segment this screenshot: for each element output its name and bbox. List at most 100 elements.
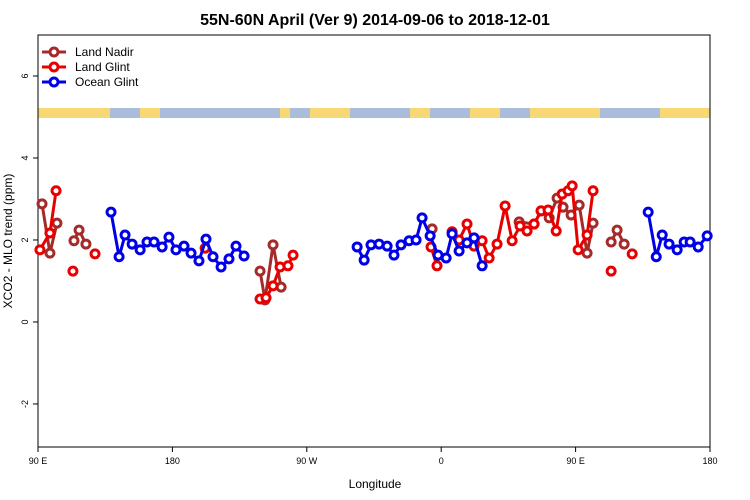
data-point	[36, 198, 48, 210]
data-point	[618, 238, 630, 250]
data-point	[587, 185, 599, 197]
data-point	[73, 224, 85, 236]
data-point	[254, 265, 266, 277]
data-point	[581, 247, 593, 259]
x-tick-label: 0	[439, 456, 444, 466]
data-point	[483, 252, 495, 264]
data-point	[50, 185, 62, 197]
data-point	[105, 206, 117, 218]
data-point	[671, 244, 683, 256]
data-point	[287, 249, 299, 261]
data-point	[381, 240, 393, 252]
data-point	[692, 241, 704, 253]
y-tick-label: -2	[20, 400, 30, 408]
data-point	[684, 236, 696, 248]
x-tick-label: 180	[702, 456, 717, 466]
x-tick-label: 90 W	[296, 456, 318, 466]
data-point	[185, 247, 197, 259]
legend-label: Ocean Glint	[75, 75, 139, 89]
data-point	[223, 253, 235, 265]
data-point	[605, 236, 617, 248]
data-point	[113, 251, 125, 263]
legend-label: Land Nadir	[75, 45, 134, 59]
data-point	[528, 218, 540, 230]
data-point	[260, 292, 272, 304]
data-point	[453, 245, 465, 257]
data-point	[476, 260, 488, 272]
data-point	[178, 240, 190, 252]
data-point	[642, 206, 654, 218]
map-strip	[38, 108, 710, 118]
y-tick-label: 2	[20, 237, 30, 242]
data-point	[605, 265, 617, 277]
data-point	[410, 234, 422, 246]
data-point	[230, 240, 242, 252]
legend-marker	[48, 76, 60, 88]
data-point	[238, 250, 250, 262]
y-axis-label: XCO2 - MLO trend (ppm)	[1, 174, 15, 309]
data-point	[542, 204, 554, 216]
data-point	[650, 251, 662, 263]
data-point	[51, 217, 63, 229]
data-point	[663, 238, 675, 250]
data-point	[267, 239, 279, 251]
data-point	[67, 265, 79, 277]
data-point	[550, 225, 562, 237]
data-point	[701, 230, 713, 242]
data-point	[215, 261, 227, 273]
data-point	[193, 255, 205, 267]
x-tick-label: 180	[165, 456, 180, 466]
data-point	[431, 260, 443, 272]
data-point	[267, 280, 279, 292]
chart-title: 55N-60N April (Ver 9) 2014-09-06 to 2018…	[200, 12, 550, 29]
data-point	[80, 238, 92, 250]
data-point	[499, 200, 511, 212]
data-point	[388, 249, 400, 261]
x-tick-label: 90 E	[566, 456, 585, 466]
y-tick-label: 0	[20, 319, 30, 324]
data-point	[424, 230, 436, 242]
data-point	[416, 212, 428, 224]
data-point	[34, 244, 46, 256]
data-point	[587, 217, 599, 229]
data-point	[44, 247, 56, 259]
data-point	[581, 229, 593, 241]
data-point	[440, 252, 452, 264]
data-point	[89, 248, 101, 260]
data-point	[514, 220, 526, 232]
data-point	[506, 235, 518, 247]
data-point	[461, 218, 473, 230]
y-tick-label: 6	[20, 73, 30, 78]
data-point	[163, 231, 175, 243]
y-tick-label: 4	[20, 155, 30, 160]
data-point	[395, 239, 407, 251]
data-point	[468, 232, 480, 244]
x-tick-label: 90 E	[29, 456, 48, 466]
data-point	[521, 225, 533, 237]
data-point	[656, 229, 668, 241]
data-point	[126, 238, 138, 250]
x-axis-label: Longitude	[349, 477, 402, 491]
legend-label: Land Glint	[75, 60, 130, 74]
legend-marker	[48, 61, 60, 73]
data-point	[351, 241, 363, 253]
data-point	[119, 229, 131, 241]
data-point	[572, 244, 584, 256]
plot-frame	[37, 34, 711, 448]
data-point	[446, 228, 458, 240]
data-point	[148, 236, 160, 248]
data-point	[156, 241, 168, 253]
data-point	[358, 254, 370, 266]
data-point	[491, 238, 503, 250]
data-point	[134, 244, 146, 256]
data-point	[200, 233, 212, 245]
data-point	[461, 237, 473, 249]
data-point	[207, 251, 219, 263]
data-point	[44, 227, 56, 239]
data-point	[282, 260, 294, 272]
data-point	[573, 199, 585, 211]
legend-marker	[48, 46, 60, 58]
data-point	[611, 224, 623, 236]
data-point	[626, 248, 638, 260]
